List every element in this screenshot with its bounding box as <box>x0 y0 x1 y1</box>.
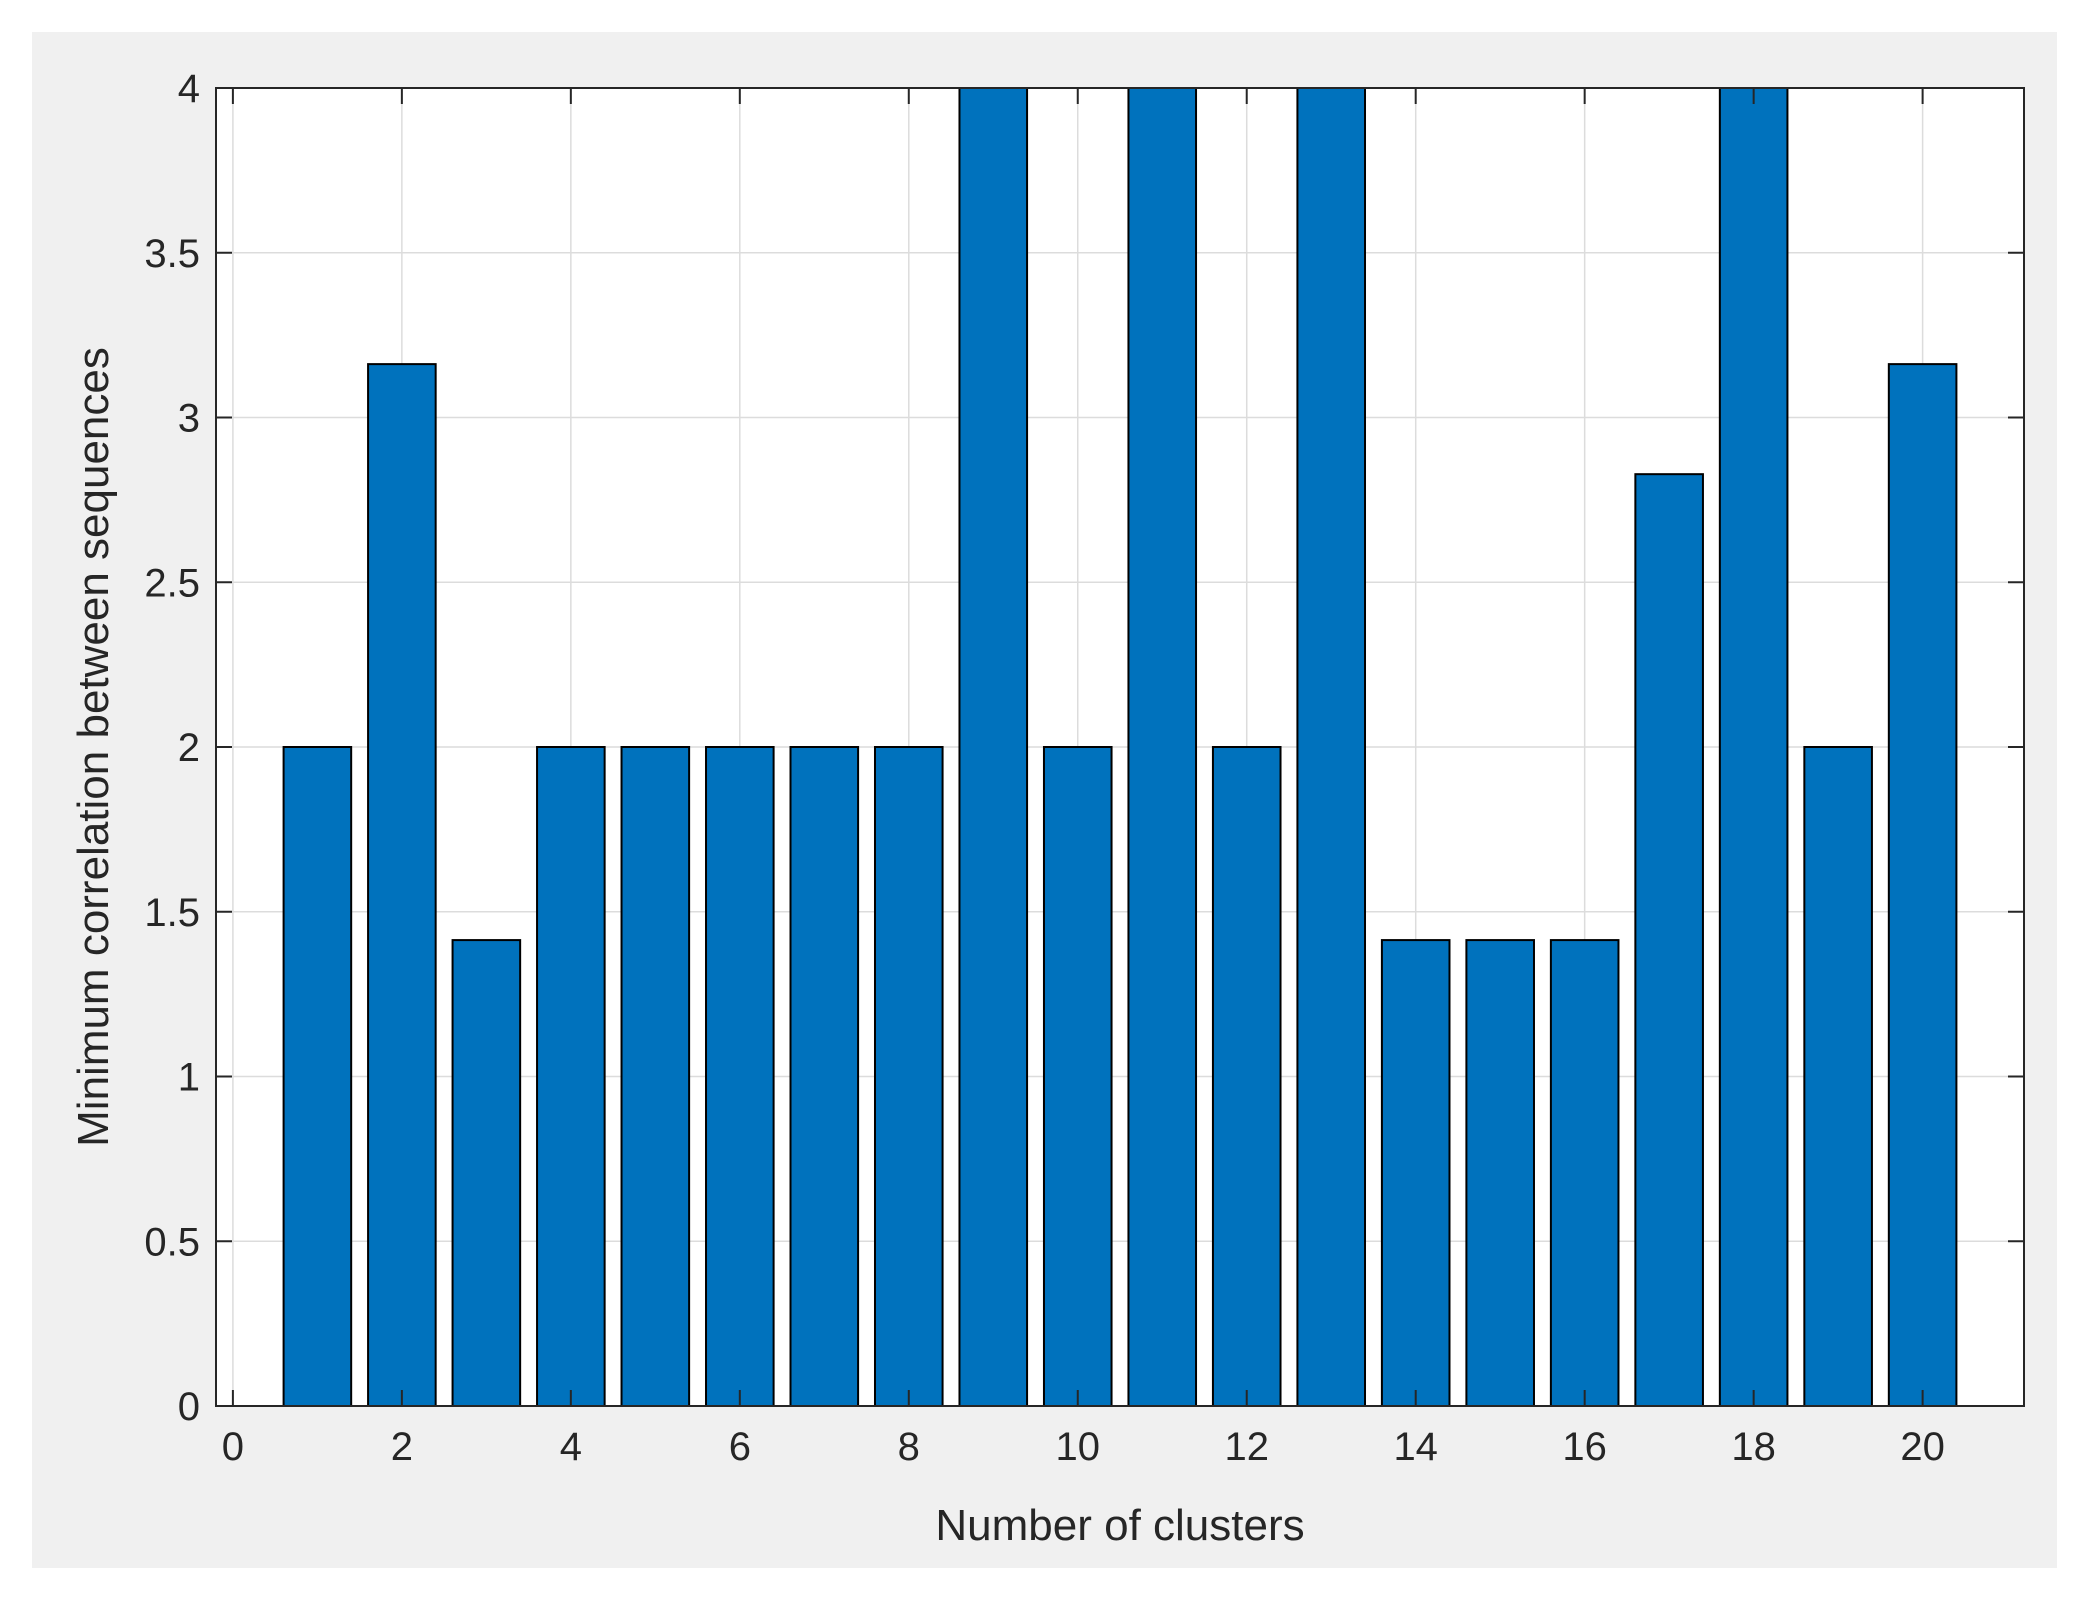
bar-8 <box>873 746 944 1407</box>
y-tick-label: 2 <box>178 726 200 770</box>
x-axis-label: Number of clusters <box>935 1501 1304 1550</box>
bar-1 <box>282 746 353 1407</box>
bar-3 <box>451 939 522 1407</box>
bar-20 <box>1887 363 1958 1408</box>
y-tick-label: 2.5 <box>144 561 200 605</box>
bar-6 <box>705 746 775 1407</box>
x-tick-label: 6 <box>729 1425 751 1469</box>
bar-15 <box>1465 939 1535 1407</box>
x-tick-label: 8 <box>898 1425 920 1469</box>
bar-17 <box>1634 473 1704 1407</box>
y-tick-label: 1 <box>178 1056 200 1100</box>
tick-labels: 0 2 4 6 8 10 12 14 16 18 20 0 0.5 1 1.5 2 2.5 3 3.5 4 <box>144 67 1944 1469</box>
y-tick-label: 4 <box>178 67 200 111</box>
bar-14 <box>1380 939 1451 1407</box>
bar-19 <box>1803 746 1873 1407</box>
bar-11 <box>1127 87 1198 1407</box>
y-tick-label: 3 <box>178 397 200 441</box>
x-tick-label: 2 <box>391 1425 413 1469</box>
x-tick-label: 20 <box>1900 1425 1945 1469</box>
x-tick-label: 14 <box>1393 1425 1438 1469</box>
axes <box>215 87 2025 1407</box>
bar-4 <box>536 746 606 1407</box>
y-tick-label: 0 <box>178 1385 200 1429</box>
bar-2 <box>367 363 437 1408</box>
y-tick-label: 3.5 <box>144 232 200 276</box>
bar-16 <box>1549 939 1620 1407</box>
y-tick-label: 0.5 <box>144 1220 200 1264</box>
x-tick-label: 10 <box>1056 1425 1101 1469</box>
bars <box>282 87 1958 1408</box>
bar-9 <box>958 87 1029 1407</box>
x-tick-label: 0 <box>222 1425 244 1469</box>
x-tick-label: 18 <box>1731 1425 1776 1469</box>
x-tick-label: 4 <box>560 1425 582 1469</box>
bar-12 <box>1211 746 1282 1407</box>
bar-7 <box>789 746 860 1407</box>
bar-10 <box>1042 746 1113 1407</box>
bar-18 <box>1718 87 1789 1407</box>
bar-5 <box>620 746 691 1407</box>
x-tick-label: 12 <box>1224 1425 1269 1469</box>
y-tick-label: 1.5 <box>144 891 200 935</box>
x-tick-label: 16 <box>1562 1425 1607 1469</box>
y-axis-label: Minimum correlation between sequences <box>69 347 118 1147</box>
bar-13 <box>1296 87 1367 1407</box>
